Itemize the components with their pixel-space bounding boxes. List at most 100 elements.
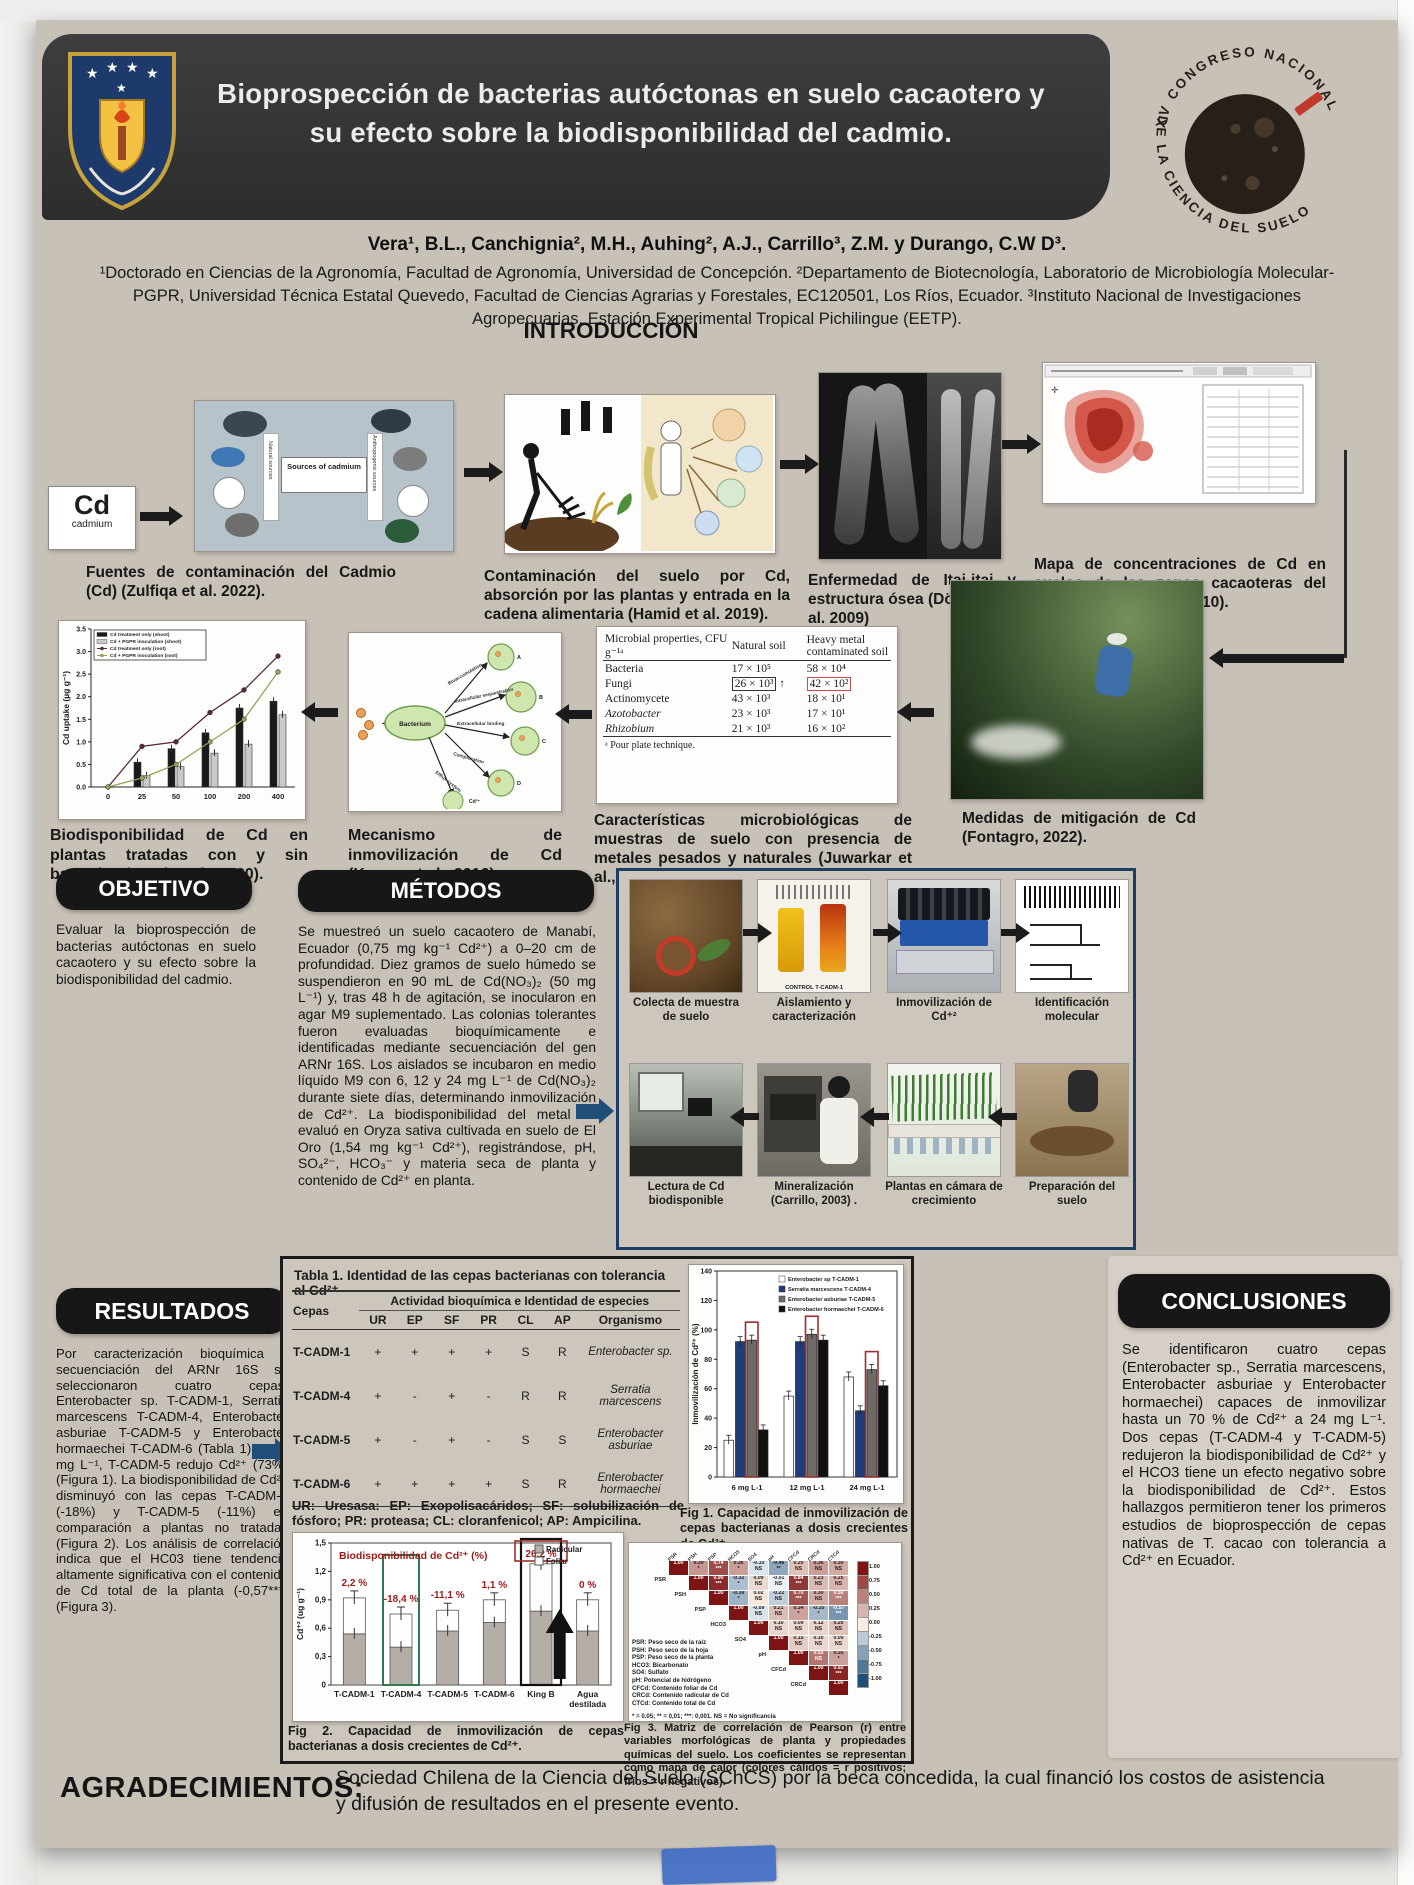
svg-text:2.0: 2.0: [76, 694, 86, 701]
workflow-step: Identificación molecular: [1013, 879, 1131, 1024]
svg-text:Cd uptake (µg g⁻¹): Cd uptake (µg g⁻¹): [61, 671, 71, 745]
svg-text:Cd treatment only (shoot): Cd treatment only (shoot): [110, 632, 170, 638]
workflow-step: Mineralización (Carrillo, 2003) .: [755, 1063, 873, 1208]
blue-arrow-icon: [576, 1098, 614, 1124]
arrow-left-icon: [860, 1107, 889, 1127]
svg-text:T-CADM-6: T-CADM-6: [474, 1689, 515, 1699]
svg-text:Efflux system: Efflux system: [434, 770, 462, 794]
heatmap-cell: -0.32 *: [729, 1576, 748, 1590]
svg-text:1.0: 1.0: [76, 739, 86, 746]
svg-text:★: ★: [86, 65, 99, 81]
svg-text:0,9: 0,9: [315, 1595, 327, 1604]
svg-text:Extracellular binding: Extracellular binding: [457, 721, 505, 727]
blue-arrow-icon: [252, 1438, 290, 1464]
arrow-right-icon: [1001, 923, 1030, 943]
svg-text:B: B: [539, 695, 543, 701]
svg-text:King B: King B: [527, 1689, 554, 1699]
svg-text:120: 120: [700, 1298, 712, 1305]
table-row: Fungi 26 × 10³ ↑ 42 × 10²: [603, 676, 891, 691]
svg-text:Cd treatment only (root): Cd treatment only (root): [110, 646, 166, 652]
workflow-step-label: Aislamiento y caracterización: [772, 997, 856, 1023]
workflow-step: CONTROL T-CADM-1 Aislamiento y caracteriz…: [755, 879, 873, 1024]
svg-text:0: 0: [708, 1475, 712, 1482]
heatmap-cell: 0.21 NS: [769, 1606, 788, 1620]
svg-text:0,3: 0,3: [315, 1652, 327, 1661]
workflow-step-label: Colecta de muestra de suelo: [632, 997, 740, 1023]
arrow-left-icon: [1209, 648, 1344, 668]
cadmium-element-tile: Cd cadmium: [48, 486, 136, 550]
flow-connector-line: [1344, 450, 1347, 658]
svg-text:1,2: 1,2: [315, 1567, 327, 1576]
svg-text:100: 100: [700, 1327, 712, 1334]
heatmap-cell: -0.10 NS: [749, 1561, 768, 1575]
caption-microbial: Características microbiológicas de muest…: [594, 812, 912, 886]
heatmap-cell: 0.30 NS: [809, 1591, 828, 1605]
workflow-step: Lectura de Cd biodisponible: [627, 1063, 745, 1208]
caption-contamination: Contaminación del suelo por Cd, absorció…: [484, 568, 790, 623]
table-row: T-CADM-5 + - + - S S Enterobacter asburiae: [293, 1427, 664, 1452]
figure-itai-itai: [818, 372, 1002, 560]
cd-symbol: Cd: [74, 490, 110, 520]
svg-text:Complexation: Complexation: [452, 751, 484, 766]
table-row: Rhizobium 21 × 10³ 16 × 10²: [605, 722, 846, 735]
fig2-caption: Fig 2. Capacidad de inmovilización de ce…: [288, 1724, 624, 1754]
table-row: T-CADM-4 + - + - R R Serratia marcescens: [293, 1383, 662, 1408]
caption-mitigation: Medidas de mitigación de Cd (Fontagro, 2…: [962, 810, 1196, 846]
poster-title: Bioprospección de bacterias autóctonas e…: [217, 78, 1045, 149]
header-band: [42, 34, 1110, 220]
workflow-step-label: Inmovilización de Cd⁺²: [896, 997, 992, 1023]
arrow-left-icon: [988, 1107, 1017, 1127]
heatmap-cell: -0.01 NS: [769, 1576, 788, 1590]
arrow-right-icon: [1002, 434, 1041, 454]
svg-text:-11,1 %: -11,1 %: [431, 1590, 465, 1601]
heatmap-cell: 0.70 ***: [789, 1591, 808, 1605]
fig1-chart: 0 20 40 60 80 100 120 140 6 mg L-1 12 mg L-1 24 mg…: [688, 1264, 904, 1504]
table-row: Bacteria 17 × 10⁵ 58 × 10⁴: [603, 660, 891, 676]
svg-text:100: 100: [204, 792, 217, 801]
figure-soil-contamination: [503, 394, 776, 557]
heatmap-cell: 0.09 NS: [789, 1621, 808, 1635]
figure-mitigation-photo: [950, 580, 1204, 800]
fig3-variable-legend: PSR: Peso seco de la raíz PSH: Peso seco …: [632, 1639, 729, 1707]
heatmap-cell: -0.22 NS: [769, 1591, 788, 1605]
heatmap-cell: 1.00: [789, 1651, 808, 1665]
conclusiones-text: Se identificaron cuatro cepas (Enterobac…: [1122, 1342, 1386, 1570]
svg-text:Cd + PGPR inoculation (root): Cd + PGPR inoculation (root): [110, 653, 178, 659]
svg-text:Radicular: Radicular: [546, 1545, 582, 1554]
svg-text:24 mg L-1: 24 mg L-1: [849, 1483, 884, 1492]
svg-text:0.0: 0.0: [76, 785, 86, 792]
heatmap-cell: 0.30 NS: [829, 1561, 848, 1575]
heatmap-cell: 0.09 NS: [829, 1636, 848, 1650]
svg-text:★: ★: [126, 59, 139, 75]
authors: Vera¹, B.L., Canchignia², M.H., Auhing²,…: [367, 234, 1067, 255]
heatmap-cell: 0.10 NS: [809, 1636, 828, 1650]
svg-text:Foliar: Foliar: [546, 1557, 568, 1566]
heatmap-cell: 0.74 ***: [709, 1561, 728, 1575]
objetivo-text: Evaluar la bioprospección de bacterias a…: [56, 922, 256, 987]
heatmap-cell: 0.39 *: [689, 1561, 708, 1575]
svg-text:★: ★: [116, 81, 127, 95]
svg-text:2.5: 2.5: [76, 672, 86, 679]
heatmap-cell: -0.35 *: [809, 1606, 828, 1620]
table-row: Azotobacter 23 × 10³ 17 × 10¹: [605, 707, 846, 720]
heatmap-cell: 1.00: [749, 1621, 768, 1635]
table-row: Actinomycete 43 × 10³ 18 × 10¹: [605, 692, 846, 705]
figure-microbial-table: Microbial properties, CFU g⁻¹ᵃ Natural so…: [596, 626, 898, 804]
wall-left: [0, 0, 38, 1885]
heatmap-cell: -0.57 ***: [829, 1606, 848, 1620]
section-heading-objetivo: OBJETIVO: [56, 868, 252, 910]
table-row: T-CADM-1 + + + + S R Enterobacter sp.: [292, 1329, 680, 1374]
arrow-left-icon: [897, 702, 934, 722]
svg-text:6 mg L-1: 6 mg L-1: [732, 1483, 763, 1492]
svg-text:Enterobacter asburiae T-CADM-5: Enterobacter asburiae T-CADM-5: [788, 1297, 875, 1303]
sources-center-label: Sources of cadmium: [281, 457, 367, 493]
svg-text:26,2 %: 26,2 %: [525, 1549, 556, 1560]
svg-text:50: 50: [172, 792, 180, 801]
svg-text:C: C: [542, 739, 546, 745]
svg-text:destilada: destilada: [569, 1699, 606, 1709]
svg-text:0 %: 0 %: [579, 1580, 596, 1591]
heatmap-cell: 0.50 ***: [829, 1591, 848, 1605]
svg-text:Enterobacter sp T-CADM-1: Enterobacter sp T-CADM-1: [788, 1277, 859, 1283]
arrow-right-icon: [780, 454, 819, 474]
congress-badge: XV CONGRESO NACIONAL DE LA CIENCIA DEL S…: [1125, 15, 1354, 261]
